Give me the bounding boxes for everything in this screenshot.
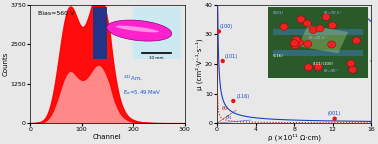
Text: $^{241}$Am,: $^{241}$Am, (123, 73, 143, 82)
Y-axis label: μ (cm²·V⁻¹·s⁻¹): μ (cm²·V⁻¹·s⁻¹) (196, 38, 203, 90)
Text: (101): (101) (225, 54, 238, 59)
Point (332, 118, 338, 120)
Point (216, 30, 222, 33)
Text: $\theta_2$: $\theta_2$ (221, 104, 229, 113)
Text: E$_\alpha$=5.49 MeV: E$_\alpha$=5.49 MeV (123, 88, 161, 96)
Text: (116): (116) (236, 94, 249, 99)
Y-axis label: Counts: Counts (3, 52, 9, 76)
Text: $\theta_1$: $\theta_1$ (225, 113, 232, 122)
X-axis label: Channel: Channel (93, 134, 122, 140)
FancyArrowPatch shape (367, 18, 378, 61)
Point (230, 100, 236, 102)
X-axis label: ρ (×10¹¹ Ω·cm): ρ (×10¹¹ Ω·cm) (268, 134, 321, 141)
Text: (001): (001) (328, 111, 341, 116)
Text: (100): (100) (220, 24, 233, 30)
Point (220, 60, 226, 62)
Text: Bias=560 V: Bias=560 V (38, 11, 74, 16)
